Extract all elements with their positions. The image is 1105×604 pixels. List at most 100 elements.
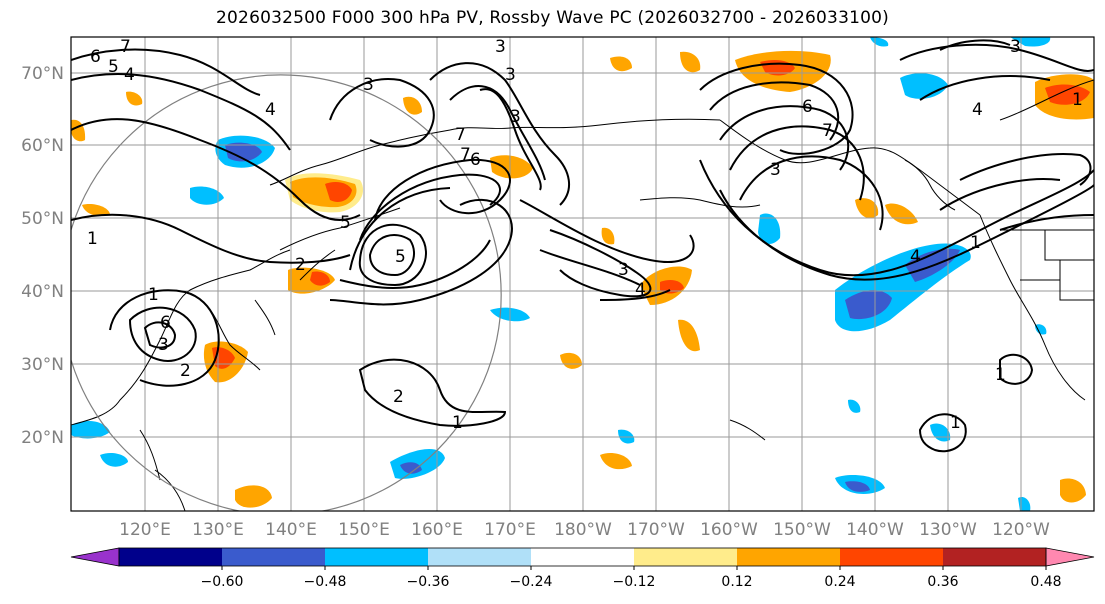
pv-positive-area bbox=[678, 319, 700, 352]
lon-label: 180°W bbox=[554, 520, 612, 540]
pv-negative-area bbox=[845, 481, 870, 492]
pv-negative-area bbox=[400, 462, 422, 474]
pv-positive-area bbox=[403, 96, 422, 115]
lat-label: 40°N bbox=[21, 282, 64, 302]
map-title: 2026032500 F000 300 hPa PV, Rossby Wave … bbox=[216, 8, 889, 28]
pv-contour-label: 3 bbox=[618, 260, 629, 280]
lon-label: 150°E bbox=[338, 520, 390, 540]
pv-negative-area bbox=[758, 213, 781, 244]
coastlines bbox=[71, 79, 1094, 511]
graticule bbox=[71, 37, 1094, 511]
colorbar-segment bbox=[119, 548, 223, 566]
pv-contour-label: 4 bbox=[265, 100, 276, 120]
lon-label: 130°W bbox=[919, 520, 977, 540]
lon-label: 130°E bbox=[192, 520, 244, 540]
colorbar-segment bbox=[325, 548, 429, 566]
colorbar-segment bbox=[737, 548, 841, 566]
pv-contour-label: 1 bbox=[970, 233, 981, 253]
colorbar-tick-label: −0.24 bbox=[510, 574, 553, 590]
lon-label: 140°W bbox=[846, 520, 904, 540]
pv-contour-label: 2 bbox=[180, 361, 191, 381]
colorbar-extend-high bbox=[1045, 547, 1095, 567]
pv-negative-area bbox=[100, 452, 128, 467]
pv-contour-label: 7 bbox=[120, 37, 131, 57]
pv-negative-area bbox=[225, 142, 262, 162]
colorbar-tick-label: 0.24 bbox=[824, 574, 855, 590]
lon-label: 140°E bbox=[265, 520, 317, 540]
pv-positive-area bbox=[660, 280, 684, 294]
pv-contour-label: 6 bbox=[160, 313, 171, 333]
colorbar-segment bbox=[531, 548, 635, 566]
pv-contour-label: 3 bbox=[1010, 37, 1021, 57]
colorbar-tick-label: 0.48 bbox=[1030, 574, 1061, 590]
colorbar-outline bbox=[118, 547, 1047, 567]
colorbar-segment bbox=[943, 548, 1047, 566]
colorbar-segment bbox=[428, 548, 532, 566]
colorbar-segment bbox=[840, 548, 944, 566]
lat-label: 60°N bbox=[21, 136, 64, 156]
pv-contour-label: 1 bbox=[87, 229, 98, 249]
pv-contour-label: 1 bbox=[452, 413, 463, 433]
pv-positive-area bbox=[126, 91, 143, 106]
pv-contour-label: 1 bbox=[950, 413, 961, 433]
pv-contour-label: 2 bbox=[393, 387, 404, 407]
pv-contour-label: 3 bbox=[363, 75, 374, 95]
pv-contour-label: 1 bbox=[148, 285, 159, 305]
lat-label: 30°N bbox=[21, 355, 64, 375]
lon-label: 170°E bbox=[484, 520, 536, 540]
lat-label: 50°N bbox=[21, 209, 64, 229]
colorbar-tick-label: 0.36 bbox=[927, 574, 958, 590]
colorbar-segments bbox=[70, 547, 1095, 567]
pv-contour-label: 4 bbox=[635, 280, 646, 300]
map-frame bbox=[70, 36, 1095, 512]
pv-contour-label: 7 bbox=[460, 145, 471, 165]
pv-contour-label: 4 bbox=[972, 100, 983, 120]
colorbar-tick-label: 0.12 bbox=[721, 574, 752, 590]
pv-negative-area bbox=[1010, 37, 1051, 47]
colorbar-segment bbox=[634, 548, 738, 566]
lon-label: 150°W bbox=[773, 520, 831, 540]
pv-negative-area bbox=[190, 186, 224, 205]
pv-contour-labels: 7 6 5 4 4 3 3 3 3 7 7 6 5 5 1 1 6 2 3 3 … bbox=[87, 37, 1083, 433]
pv-positive-area bbox=[310, 271, 330, 286]
pv-negative-area bbox=[845, 290, 892, 320]
pv-positive-area bbox=[601, 227, 615, 245]
pv-contour-label: 7 bbox=[455, 125, 466, 145]
pv-contours bbox=[71, 39, 1094, 453]
pv-contour-label: 4 bbox=[910, 247, 921, 267]
lon-label: 160°W bbox=[700, 520, 758, 540]
pv-negative-area bbox=[71, 420, 110, 439]
colorbar: −0.60 −0.48 −0.36 −0.24 −0.12 0.12 0.24 0.36 0.4… bbox=[70, 547, 1095, 590]
radius-circle bbox=[71, 74, 502, 511]
lon-label: 160°E bbox=[411, 520, 463, 540]
colorbar-extend-low bbox=[70, 547, 120, 567]
pv-positive-area bbox=[600, 453, 632, 470]
pv-contour-label: 1 bbox=[1072, 90, 1083, 110]
pv-negative-area bbox=[848, 399, 861, 413]
pv-positive-area bbox=[490, 155, 533, 179]
pv-contour-label: 6 bbox=[802, 97, 813, 117]
lat-label: 20°N bbox=[21, 428, 64, 448]
lat-label: 70°N bbox=[21, 64, 64, 84]
pv-contour-label: 7 bbox=[822, 121, 833, 141]
pv-positive-area bbox=[560, 352, 582, 369]
pv-contour-label: 3 bbox=[770, 160, 781, 180]
pv-positive-area bbox=[82, 204, 110, 216]
longitude-labels: 120°E 130°E 140°E 150°E 160°E 170°E 180°… bbox=[119, 520, 1050, 540]
pv-positive-area bbox=[885, 203, 918, 225]
pv-contour-label: 5 bbox=[108, 57, 119, 77]
lon-label: 120°E bbox=[119, 520, 171, 540]
colorbar-tick-label: −0.60 bbox=[201, 574, 244, 590]
colorbar-tick-label: −0.48 bbox=[304, 574, 347, 590]
colorbar-tick-label: −0.36 bbox=[407, 574, 450, 590]
pv-positive-area bbox=[610, 56, 632, 72]
colorbar-ticks: −0.60 −0.48 −0.36 −0.24 −0.12 0.12 0.24 0.36 0.4… bbox=[201, 566, 1062, 590]
pv-positive-area bbox=[1045, 84, 1090, 105]
colorbar-tick-label: −0.12 bbox=[613, 574, 656, 590]
pv-positive-area bbox=[680, 51, 701, 73]
pv-negative-area bbox=[900, 73, 948, 99]
colorbar-segment bbox=[222, 548, 326, 566]
pv-positive-area bbox=[1060, 478, 1086, 503]
pv-contour-label: 3 bbox=[495, 37, 506, 57]
